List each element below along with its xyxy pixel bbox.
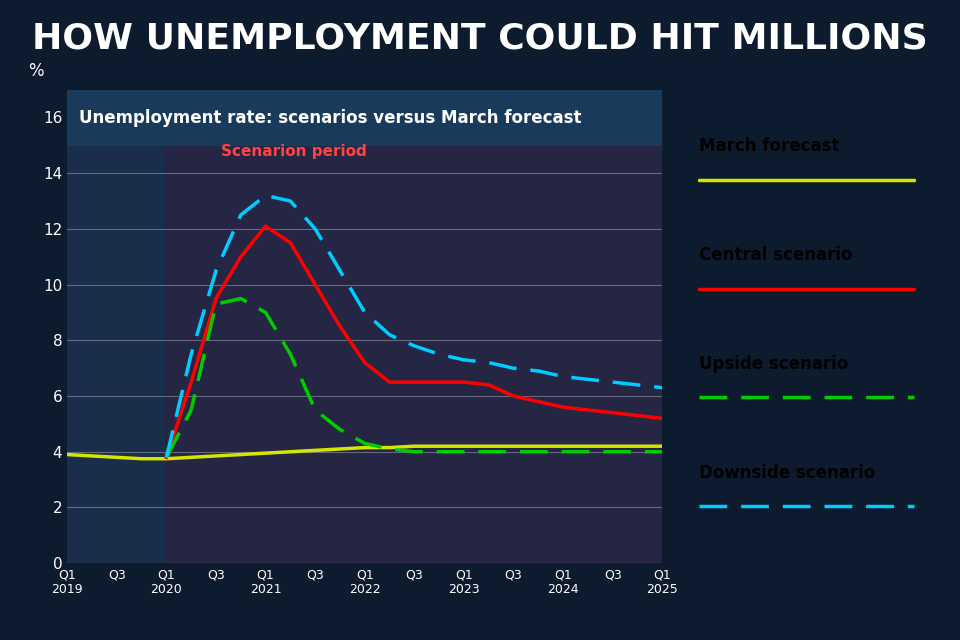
Text: Upside scenario: Upside scenario <box>699 355 848 373</box>
FancyBboxPatch shape <box>67 90 662 147</box>
Bar <box>166 90 662 563</box>
Text: Downside scenario: Downside scenario <box>699 464 876 482</box>
Text: March forecast: March forecast <box>699 138 839 156</box>
Text: HOW UNEMPLOYMENT COULD HIT MILLIONS: HOW UNEMPLOYMENT COULD HIT MILLIONS <box>32 21 928 56</box>
Text: Unemployment rate: scenarios versus March forecast: Unemployment rate: scenarios versus Marc… <box>79 109 582 127</box>
Text: Central scenario: Central scenario <box>699 246 852 264</box>
Text: Scenarion period: Scenarion period <box>221 143 367 159</box>
Text: %: % <box>29 62 44 80</box>
